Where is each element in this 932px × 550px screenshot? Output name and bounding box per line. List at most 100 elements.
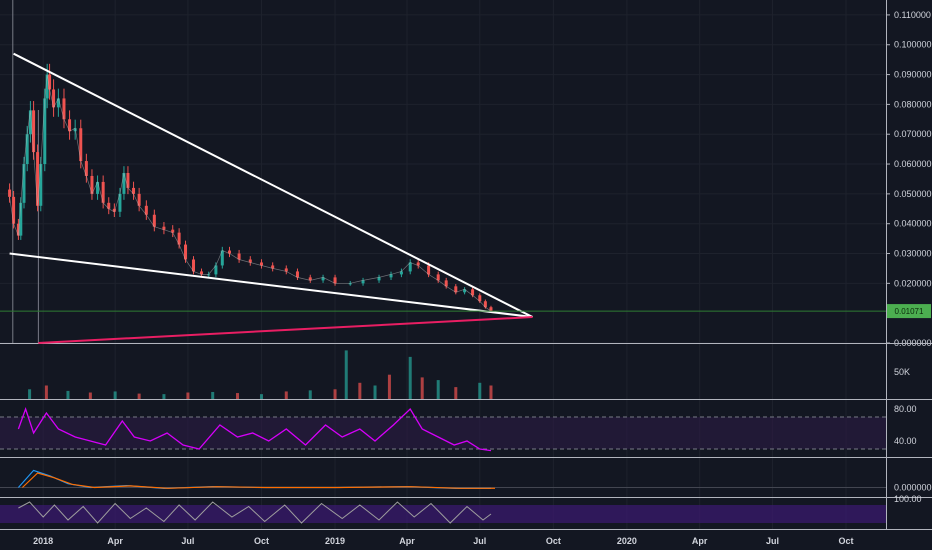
candle-body: [295, 271, 299, 278]
candle-body: [321, 277, 325, 281]
candle-body: [28, 110, 32, 135]
volume-bar: [333, 389, 337, 399]
candle-body: [259, 262, 263, 266]
time-tick-label: Apr: [692, 536, 708, 546]
candle-body: [171, 229, 175, 233]
candle-body: [43, 98, 47, 165]
candle-body: [284, 268, 288, 272]
stoch-tick-label: 100.00: [894, 494, 922, 504]
candle-body: [220, 250, 224, 266]
time-tick-label: Apr: [399, 536, 415, 546]
volume-bar: [44, 385, 48, 399]
price-tick-label: 0.100000: [894, 40, 932, 50]
volume-bar: [489, 385, 493, 399]
candle-body: [152, 214, 156, 227]
candle-body: [118, 193, 122, 212]
price-tick-label: 0.090000: [894, 70, 932, 80]
candle-body: [207, 274, 211, 276]
volume-bar: [284, 391, 288, 399]
candle-body: [489, 307, 493, 312]
candle-body: [333, 277, 337, 284]
candle-body: [214, 265, 218, 275]
volume-bar: [420, 377, 424, 399]
candle-body: [12, 196, 16, 224]
candle-body: [483, 301, 487, 308]
candle-body: [192, 259, 196, 272]
candle-body: [248, 259, 252, 263]
volume-bar: [88, 392, 92, 399]
candle-body: [463, 289, 467, 293]
candle-body: [16, 223, 20, 236]
candle-body: [22, 164, 26, 203]
candle-body: [56, 98, 60, 108]
volume-bar: [373, 385, 377, 399]
candle-body: [408, 262, 412, 272]
macd-tick-label: 0.000000: [894, 483, 932, 493]
volume-bar: [387, 374, 391, 399]
candle-body: [90, 175, 94, 194]
time-tick-label: 2020: [617, 536, 637, 546]
volume-bar: [113, 391, 117, 399]
volume-bar: [211, 391, 215, 399]
candle-body: [471, 289, 475, 296]
trendline-upper-resistance: [13, 52, 534, 318]
price-tick-label: 0.110000: [894, 10, 931, 20]
volume-bar: [344, 350, 348, 399]
candle-body: [237, 253, 241, 260]
candle-body: [84, 161, 88, 176]
volume-bar: [162, 394, 166, 399]
candle-body: [8, 189, 12, 197]
candle-body: [126, 172, 130, 188]
candle-body: [32, 110, 36, 153]
candle-body: [348, 283, 352, 285]
candle-body: [96, 181, 100, 194]
candle-body: [162, 226, 166, 230]
time-tick-label: Apr: [107, 536, 123, 546]
candle-body: [107, 202, 111, 209]
volume-bar: [28, 389, 32, 399]
candle-body: [48, 74, 52, 90]
candle-body: [101, 181, 105, 203]
price-tick-label: 0.030000: [894, 249, 932, 259]
current-price-badge: [887, 304, 931, 319]
candle-body: [416, 262, 420, 266]
candle-body: [427, 265, 431, 275]
candle-body: [62, 98, 66, 120]
rsi-band: [0, 417, 886, 449]
candle-body: [361, 280, 365, 284]
candle-body: [39, 164, 43, 206]
rsi-tick-label: 80.00: [894, 404, 917, 414]
rsi-line: [17, 407, 492, 452]
candle-body: [52, 89, 56, 108]
volume-bar: [408, 356, 412, 399]
price-tick-label: 0.040000: [894, 219, 932, 229]
time-tick-label: 2019: [325, 536, 345, 546]
candle-body: [79, 128, 83, 162]
candle-body: [184, 244, 188, 260]
candle-body: [36, 152, 40, 206]
volume-bar: [454, 387, 458, 399]
candle-body: [137, 193, 141, 206]
volume-bar: [235, 393, 239, 399]
candle-body: [19, 202, 23, 236]
candle-body: [25, 134, 29, 165]
candle-body: [399, 271, 403, 275]
time-tick-label: Jul: [766, 536, 779, 546]
candle-body: [132, 187, 136, 194]
volume-bar: [186, 392, 190, 399]
candle-body: [45, 74, 49, 99]
candle-body: [454, 286, 458, 293]
macd-signal-line: [21, 472, 495, 489]
volume-bar: [358, 382, 362, 399]
time-tick-label: Oct: [254, 536, 269, 546]
volume-bar: [478, 382, 482, 399]
current-price-label: 0.01071: [895, 307, 924, 316]
price-tick-label: 0.080000: [894, 99, 932, 109]
time-tick-label: Oct: [839, 536, 854, 546]
volume-tick-label: 50K: [894, 367, 910, 377]
trendline-long-support: [38, 316, 533, 344]
candle-body: [177, 232, 181, 245]
